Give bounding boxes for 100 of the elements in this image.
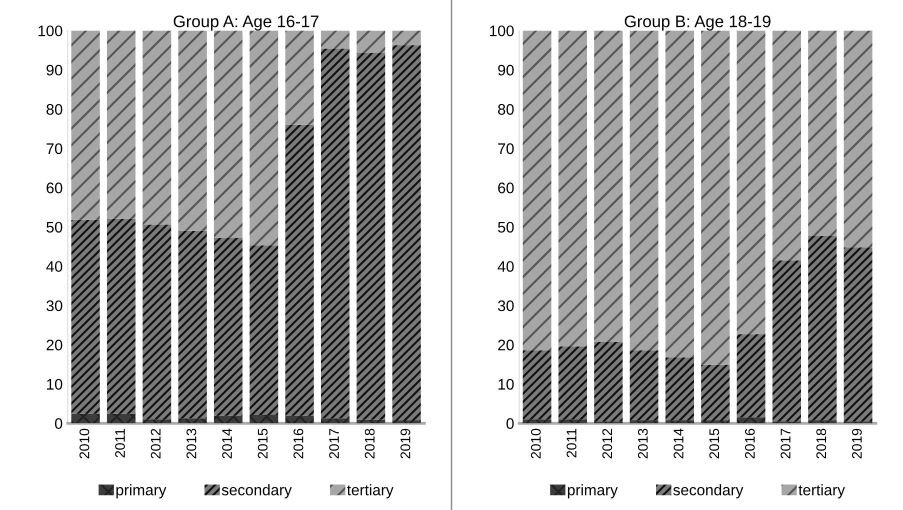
x-tick-label: 2011: [566, 428, 576, 458]
bar: [594, 30, 623, 342]
bar: [772, 260, 802, 422]
legend-label: primary: [116, 484, 166, 498]
y-tick-label: 50: [498, 222, 514, 233]
y-tick-label: 100: [38, 25, 62, 36]
chart-title: Group A: Age 16-17: [174, 16, 318, 31]
bar: [285, 30, 314, 125]
bar: [106, 414, 136, 424]
legend-label: secondary: [673, 484, 744, 498]
bar: [736, 334, 766, 418]
y-tick-label: 20: [498, 340, 514, 350]
y-tick-label: 70: [498, 143, 514, 154]
bar: [178, 230, 207, 418]
bar: [558, 346, 587, 420]
bar: [392, 45, 421, 421]
bar: [356, 52, 386, 420]
y-tick-label: 40: [46, 261, 62, 272]
bar: [522, 350, 552, 420]
chart-title: Group B: Age 18-19: [624, 16, 770, 31]
bar: [522, 30, 552, 350]
bar: [701, 364, 730, 421]
bar: [178, 418, 207, 424]
y-tick-label: 90: [498, 64, 514, 76]
bar: [808, 236, 837, 420]
bar: [142, 30, 172, 225]
bar: [736, 30, 766, 334]
x-tick-label: 2012: [602, 428, 612, 458]
bar: [320, 48, 350, 418]
x-tick-label: 2019: [852, 428, 862, 458]
x-tick-label: 2013: [638, 428, 648, 458]
bar: [665, 30, 694, 358]
bar: [772, 30, 802, 260]
legend-label: tertiary: [798, 484, 845, 498]
bar: [808, 420, 837, 424]
x-tick-label: 2017: [780, 428, 790, 458]
y-tick-label: 0: [54, 418, 62, 429]
legend-label: secondary: [222, 484, 292, 498]
x-tick-label: 2017: [329, 428, 339, 458]
bar: [844, 30, 872, 248]
bar: [701, 30, 730, 365]
x-tick-label: 2015: [709, 428, 720, 458]
bar: [214, 416, 242, 424]
x-tick-label: 2016: [744, 428, 755, 458]
bar: [392, 420, 421, 424]
x-tick-label: 2014: [674, 428, 684, 458]
bar: [701, 420, 730, 424]
y-tick-label: 60: [498, 182, 514, 194]
bar: [250, 245, 278, 416]
bar: [250, 415, 278, 424]
x-tick-label: 2010: [530, 428, 541, 458]
bar: [630, 30, 658, 350]
bar: [285, 124, 314, 416]
y-tick-label: 80: [46, 104, 62, 115]
y-tick-label: 50: [46, 222, 62, 233]
bar: [320, 30, 350, 49]
y-tick-label: 80: [498, 104, 514, 115]
bar: [71, 220, 100, 414]
bar: [665, 357, 694, 420]
bar: [594, 342, 623, 422]
x-tick-label: 2012: [150, 428, 161, 458]
bar: [558, 30, 587, 346]
bar: [106, 218, 136, 414]
y-tick-label: 60: [46, 182, 62, 194]
y-tick-label: 0: [506, 418, 514, 429]
bar: [844, 247, 872, 422]
bar: [630, 420, 658, 424]
bar: [178, 30, 207, 231]
bar: [71, 30, 100, 220]
legend-label: tertiary: [347, 484, 394, 498]
y-tick-label: 30: [498, 300, 514, 312]
y-tick-label: 20: [46, 340, 62, 350]
y-tick-label: 10: [498, 378, 514, 390]
x-tick-label: 2018: [364, 428, 375, 458]
bar: [356, 30, 386, 53]
bar: [285, 416, 314, 424]
x-tick-label: 2011: [115, 428, 125, 458]
x-tick-label: 2013: [186, 428, 196, 458]
bar: [214, 238, 242, 416]
bar: [808, 30, 837, 236]
bar: [214, 30, 242, 238]
y-tick-label: 30: [46, 300, 62, 312]
bar: [736, 417, 766, 424]
bar: [665, 420, 694, 424]
bar: [630, 350, 658, 420]
y-tick-label: 90: [46, 64, 62, 76]
bar: [106, 30, 136, 219]
x-tick-label: 2015: [258, 428, 268, 458]
y-tick-label: 10: [47, 378, 62, 390]
bar: [71, 414, 100, 424]
x-tick-label: 2016: [293, 428, 304, 458]
bar: [392, 30, 421, 46]
y-tick-label: 70: [46, 143, 62, 154]
y-tick-label: 40: [498, 261, 514, 272]
x-tick-label: 2019: [400, 428, 410, 458]
bar: [250, 30, 278, 246]
x-tick-label: 2014: [222, 428, 232, 458]
bar: [142, 224, 172, 420]
legend-label: primary: [568, 484, 618, 498]
x-tick-label: 2018: [816, 428, 826, 458]
